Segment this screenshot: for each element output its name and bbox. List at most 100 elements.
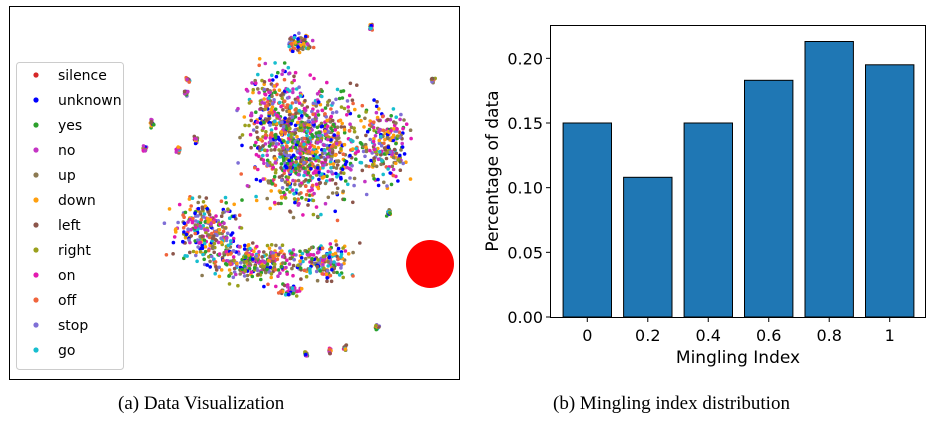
scatter-point: [348, 176, 352, 180]
scatter-point: [228, 262, 232, 266]
scatter-point: [342, 127, 347, 132]
scatter-point: [202, 241, 207, 246]
scatter-point: [274, 126, 278, 131]
scatter-point: [380, 114, 385, 119]
scatter-point: [352, 176, 357, 181]
scatter-point: [284, 105, 288, 110]
scatter-point: [272, 200, 277, 205]
scatter-point: [208, 259, 212, 264]
scatter-point: [262, 87, 267, 92]
scatter-point: [262, 161, 266, 166]
scatter-point: [280, 120, 284, 124]
scatter-point: [330, 150, 335, 155]
scatter-point: [340, 167, 345, 172]
scatter-point: [219, 214, 224, 218]
scatter-point: [330, 118, 335, 123]
scatter-point: [281, 190, 286, 195]
scatter-point: [357, 114, 361, 118]
scatter-point: [340, 121, 345, 126]
x-tick-label: 0.8: [816, 326, 841, 345]
scatter-point: [304, 178, 308, 182]
legend-item: yes: [33, 118, 82, 134]
scatter-point: [285, 161, 290, 166]
scatter-point: [269, 189, 274, 193]
scatter-point: [377, 141, 382, 145]
scatter-point: [240, 143, 244, 148]
scatter-point: [321, 254, 326, 259]
scatter-point: [374, 323, 378, 328]
scatter-point: [195, 238, 200, 242]
scatter-point: [290, 115, 295, 119]
scatter-point: [232, 249, 236, 253]
scatter-point: [300, 114, 304, 118]
scatter-point: [249, 113, 254, 118]
scatter-point: [242, 274, 247, 278]
scatter-point: [317, 177, 321, 182]
legend-items: silence unknown yes no up down left right on off s…: [33, 68, 122, 359]
scatter-point: [203, 249, 208, 254]
scatter-point: [400, 145, 405, 149]
scatter-point: [184, 232, 189, 237]
scatter-point: [246, 244, 250, 248]
scatter-point: [348, 153, 352, 158]
scatter-point: [310, 128, 314, 132]
scatter-point: [316, 258, 320, 262]
scatter-point: [304, 184, 308, 188]
scatter-point: [252, 249, 256, 254]
scatter-point: [268, 138, 273, 143]
scatter-point: [318, 102, 323, 107]
scatter-point: [300, 103, 304, 107]
scatter-point: [394, 121, 398, 125]
scatter-point: [326, 195, 331, 200]
scatter-point: [263, 61, 268, 66]
scatter-point: [389, 182, 394, 187]
scatter-point: [339, 175, 343, 180]
scatter-point: [244, 255, 248, 259]
scatter-point: [336, 262, 341, 267]
scatter-point: [360, 142, 364, 146]
scatter-point: [307, 163, 312, 167]
scatter-point: [262, 250, 266, 254]
scatter-point: [299, 255, 304, 260]
scatter-point: [364, 145, 368, 150]
scatter-point: [206, 220, 210, 224]
scatter-point: [304, 147, 308, 151]
scatter-point: [328, 250, 332, 255]
scatter-point: [369, 23, 373, 28]
legend-marker: [33, 197, 39, 203]
scatter-point: [205, 207, 210, 211]
scatter-point: [278, 190, 283, 195]
scatter-point: [379, 134, 383, 139]
scatter-point: [329, 279, 334, 284]
scatter-point: [284, 157, 289, 161]
legend-label: stop: [58, 318, 88, 334]
scatter-point: [339, 146, 343, 151]
scatter-point: [351, 147, 355, 151]
scatter-point: [249, 145, 253, 150]
scatter-point: [288, 165, 293, 170]
scatter-point: [360, 168, 365, 173]
scatter-point: [280, 174, 284, 178]
scatter-point: [267, 78, 272, 83]
scatter-point: [297, 116, 302, 121]
scatter-point: [355, 135, 360, 140]
scatter-point: [272, 98, 276, 102]
scatter-point: [276, 201, 281, 206]
scatter-point: [302, 106, 307, 111]
scatter-point: [336, 246, 341, 251]
scatter-point: [285, 258, 289, 263]
scatter-point: [376, 177, 380, 182]
scatter-point: [335, 191, 339, 195]
scatter-point: [217, 252, 222, 256]
scatter-point: [174, 227, 178, 231]
scatter-point: [339, 252, 344, 257]
scatter-point: [321, 258, 325, 263]
scatter-point: [342, 171, 346, 175]
scatter-point: [200, 246, 205, 251]
scatter-point: [290, 101, 295, 105]
scatter-point: [189, 204, 193, 208]
scatter-point: [305, 42, 310, 46]
y-tick-label: 0.15: [507, 114, 543, 133]
scatter-point: [296, 203, 301, 207]
scatter-point: [242, 115, 247, 119]
